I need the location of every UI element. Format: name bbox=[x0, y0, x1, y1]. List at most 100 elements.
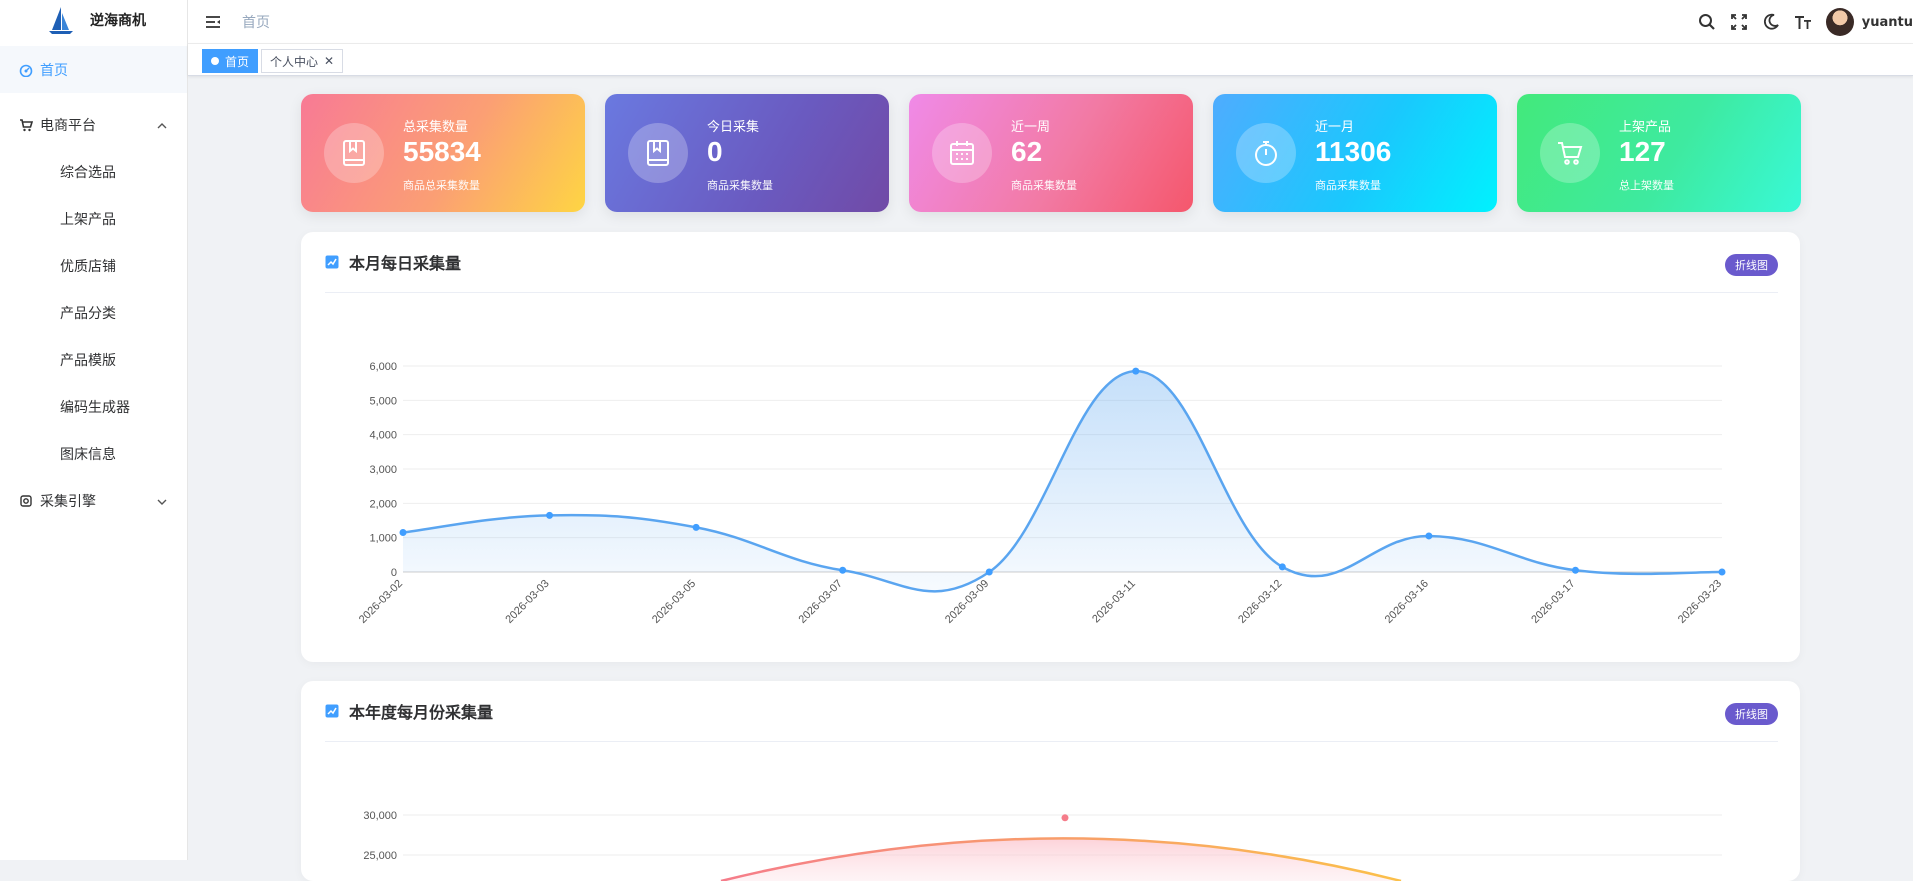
active-dot-icon bbox=[211, 57, 219, 65]
close-icon[interactable]: ✕ bbox=[324, 54, 335, 68]
data-point bbox=[985, 568, 993, 576]
avatar[interactable] bbox=[1825, 8, 1854, 36]
data-point bbox=[1571, 566, 1579, 574]
series-line bbox=[402, 369, 1723, 593]
x-tick-label: 2026-03-05 bbox=[650, 578, 698, 626]
tag-label: 首页 bbox=[225, 54, 250, 69]
sidebar-item-ecommerce[interactable]: 电商平台 bbox=[0, 101, 187, 148]
sidebar-subitem[interactable]: 综合选品 bbox=[60, 164, 116, 181]
y-tick-label: 25,000 bbox=[363, 850, 397, 862]
dashboard-icon bbox=[18, 63, 34, 77]
panel-title: 本年度每月份采集量 bbox=[349, 703, 494, 722]
x-tick-label: 2026-03-12 bbox=[1236, 578, 1284, 626]
stat-subtitle: 商品采集数量 bbox=[707, 179, 773, 192]
y-tick-label: 4,000 bbox=[369, 430, 397, 442]
data-point bbox=[1278, 563, 1286, 571]
sidebar-subitem[interactable]: 图床信息 bbox=[60, 446, 116, 463]
stat-value: 11306 bbox=[1315, 136, 1392, 167]
book-icon bbox=[628, 123, 688, 183]
y-tick-label: 5,000 bbox=[369, 395, 397, 407]
data-point bbox=[1425, 532, 1433, 540]
chevron-down-icon bbox=[157, 493, 167, 509]
tag-home[interactable]: 首页 bbox=[202, 49, 259, 73]
y-tick-label: 1,000 bbox=[369, 533, 397, 545]
sidebar-subitem[interactable]: 编码生成器 bbox=[60, 399, 130, 416]
y-tick-label: 0 bbox=[391, 567, 397, 579]
data-point bbox=[1061, 814, 1069, 822]
stat-card-today: 今日采集 0 商品采集数量 bbox=[605, 94, 889, 212]
x-tick-label: 2026-03-23 bbox=[1676, 578, 1724, 626]
sidebar: 逆海商机 首页 电商平台 综合选品 上架产品 优质店铺 产品分类 产品模版 编码… bbox=[0, 0, 188, 860]
chart-type-badge[interactable]: 折线图 bbox=[1725, 254, 1778, 276]
chevron-up-icon bbox=[157, 117, 167, 133]
engine-icon bbox=[18, 494, 34, 508]
y-tick-label: 30,000 bbox=[363, 810, 397, 822]
sidebar-subitem[interactable]: 产品模版 bbox=[60, 352, 116, 369]
y-tick-label: 2,000 bbox=[369, 498, 397, 510]
x-tick-label: 2026-03-03 bbox=[503, 578, 551, 626]
x-tick-label: 2026-03-11 bbox=[1090, 578, 1138, 626]
sidebar-item-engine[interactable]: 采集引擎 bbox=[0, 477, 187, 524]
y-tick-label: 6,000 bbox=[369, 361, 397, 373]
x-tick-label: 2026-03-02 bbox=[357, 578, 405, 626]
data-point bbox=[546, 511, 554, 519]
sidebar-item-label: 电商平台 bbox=[40, 117, 96, 134]
stat-value: 62 bbox=[1011, 136, 1043, 167]
x-tick-label: 2026-03-16 bbox=[1383, 578, 1431, 626]
stat-subtitle: 商品采集数量 bbox=[1011, 179, 1077, 192]
stat-card-total: 总采集数量 55834 商品总采集数量 bbox=[301, 94, 585, 212]
stat-title: 近一月 bbox=[1315, 120, 1355, 135]
fullscreen-icon[interactable] bbox=[1728, 11, 1750, 33]
tags-bar: 首页 个人中心 ✕ bbox=[188, 44, 1913, 76]
stat-value: 0 bbox=[707, 136, 723, 167]
sidebar-subitem[interactable]: 产品分类 bbox=[60, 305, 116, 322]
stat-subtitle: 商品采集数量 bbox=[1315, 179, 1381, 192]
chart-type-badge[interactable]: 折线图 bbox=[1725, 703, 1778, 725]
area-fill bbox=[403, 371, 1722, 592]
stat-card-month: 近一月 11306 商品采集数量 bbox=[1213, 94, 1497, 212]
sidebar-subitem[interactable]: 上架产品 bbox=[60, 211, 116, 228]
stat-title: 总采集数量 bbox=[403, 120, 469, 135]
chart-line-icon bbox=[325, 255, 339, 269]
data-point bbox=[1132, 367, 1140, 375]
y-tick-label: 3,000 bbox=[369, 464, 397, 476]
font-size-icon[interactable] bbox=[1792, 11, 1814, 33]
sidebar-subitem[interactable]: 优质店铺 bbox=[60, 258, 116, 275]
header-actions: yuantu bbox=[1696, 0, 1913, 44]
stopwatch-icon bbox=[1236, 123, 1296, 183]
stat-title: 今日采集 bbox=[707, 120, 760, 135]
stat-value: 55834 bbox=[403, 136, 481, 167]
logo[interactable]: 逆海商机 bbox=[0, 0, 187, 40]
cart-icon bbox=[18, 118, 34, 132]
data-point bbox=[1718, 568, 1726, 576]
tag-label: 个人中心 bbox=[270, 54, 319, 69]
x-tick-label: 2026-03-07 bbox=[797, 578, 845, 626]
cart-icon bbox=[1540, 123, 1600, 183]
data-point bbox=[399, 529, 407, 537]
panel-header: 本月每日采集量 折线图 bbox=[325, 232, 1778, 293]
panel-header: 本年度每月份采集量 折线图 bbox=[325, 681, 1778, 742]
calendar-icon bbox=[932, 123, 992, 183]
daily-line-chart: 0 1,000 2,000 3,000 4,000 5,000 6,000 2026-03-0… bbox=[357, 361, 1726, 626]
panel-title: 本月每日采集量 bbox=[349, 254, 462, 273]
data-point bbox=[692, 523, 700, 531]
sidebar-item-label: 采集引擎 bbox=[40, 493, 96, 510]
sidebar-item-home[interactable]: 首页 bbox=[0, 46, 187, 93]
book-icon bbox=[324, 123, 384, 183]
username[interactable]: yuantu bbox=[1861, 14, 1913, 30]
stat-value: 127 bbox=[1619, 136, 1666, 167]
chart-line-icon bbox=[325, 704, 339, 718]
stat-subtitle: 总上架数量 bbox=[1619, 179, 1674, 192]
sidebar-item-label: 首页 bbox=[40, 62, 68, 79]
stat-card-week: 近一周 62 商品采集数量 bbox=[909, 94, 1193, 212]
sailboat-logo-icon bbox=[49, 7, 73, 34]
menu-fold-icon[interactable] bbox=[204, 13, 222, 31]
stat-title: 上架产品 bbox=[1619, 120, 1672, 135]
stat-title: 近一周 bbox=[1011, 120, 1051, 135]
moon-icon[interactable] bbox=[1760, 11, 1782, 33]
stat-subtitle: 商品总采集数量 bbox=[403, 179, 480, 192]
x-tick-label: 2026-03-17 bbox=[1529, 578, 1577, 626]
tag-profile[interactable]: 个人中心 ✕ bbox=[261, 49, 344, 73]
search-icon[interactable] bbox=[1696, 11, 1718, 33]
breadcrumb[interactable]: 首页 bbox=[242, 14, 270, 31]
